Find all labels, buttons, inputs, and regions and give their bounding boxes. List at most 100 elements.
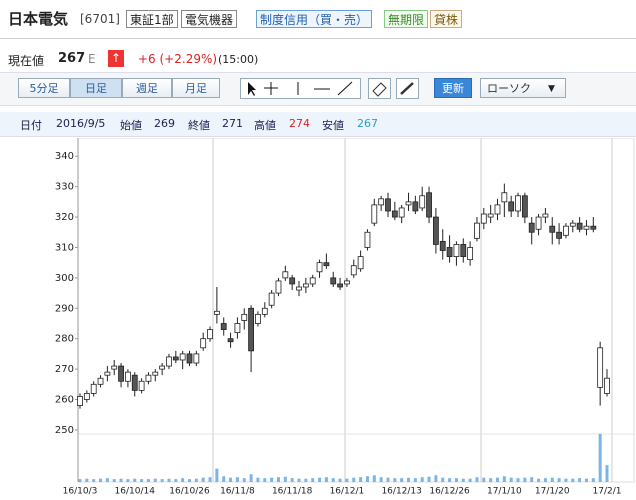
volume-bar (105, 478, 109, 482)
chart-style-select[interactable]: ローソク (480, 78, 566, 98)
volume-bar (605, 465, 609, 482)
volume-bar (578, 478, 582, 482)
candle-body (556, 231, 562, 239)
volume-bar (270, 477, 274, 482)
tag: 電気機器 (181, 10, 238, 28)
candle-body (159, 365, 166, 370)
stock-code: [6701] (80, 12, 120, 26)
volume-bar (304, 478, 308, 482)
candle-body (337, 283, 343, 288)
candle-body (385, 198, 391, 212)
info-bar (0, 112, 636, 137)
candle-body (241, 313, 248, 321)
y-tick-label: 290 (55, 303, 74, 314)
candle-body (83, 393, 90, 400)
candle-body (227, 338, 234, 343)
candle-body (268, 292, 275, 306)
candle-body (261, 307, 268, 315)
period-button[interactable]: 日足 (70, 78, 122, 98)
period-button[interactable]: 月足 (172, 78, 220, 98)
candle-body (275, 280, 282, 294)
volume-bar (352, 477, 356, 482)
candle-body (344, 280, 350, 285)
candle-body (508, 201, 515, 212)
volume-bar (427, 476, 431, 482)
volume-bar (468, 478, 472, 482)
candle-body (563, 225, 569, 236)
volume-bar (509, 477, 513, 482)
candle-body (583, 225, 590, 230)
volume-bar (516, 478, 520, 482)
candle-body (166, 356, 172, 367)
period-button[interactable]: 週足 (122, 78, 172, 98)
y-tick-label: 330 (55, 182, 74, 193)
volume-bar (495, 477, 499, 482)
drawing-tools[interactable] (240, 78, 426, 100)
volume-bar (482, 477, 486, 482)
candle-body (453, 244, 460, 257)
candle-body (200, 338, 207, 349)
volume-bar (263, 478, 267, 482)
dropdown-arrow: ▼ (548, 84, 555, 94)
candle-body (248, 307, 255, 352)
candle-body (220, 323, 227, 330)
volume-bar (153, 478, 157, 482)
volume-bar (318, 477, 322, 482)
x-tick-label: 17/2/1 (593, 487, 622, 497)
candle-body (501, 192, 508, 203)
tag: 東証1部 (126, 10, 178, 28)
candle-body (590, 225, 597, 230)
volume-bar (331, 478, 335, 482)
period-button[interactable]: 5分足 (18, 78, 70, 98)
candle-body (323, 262, 330, 267)
volume-bar (564, 478, 568, 482)
volume-bar (146, 479, 150, 482)
volume-bar (167, 478, 171, 482)
volume-bar (181, 478, 185, 482)
candle-body (412, 201, 419, 212)
volume-bar (222, 476, 226, 482)
candle-body (378, 198, 385, 206)
y-tick-label: 280 (55, 334, 74, 345)
up-arrow: ↑ (108, 50, 124, 67)
candle-body (97, 377, 104, 385)
volume-bar (249, 474, 253, 482)
candle-body (467, 247, 474, 261)
volume-bar (112, 479, 116, 482)
volume-bar (311, 478, 315, 482)
candle-body (542, 213, 549, 218)
candle-body (138, 380, 145, 391)
volume-bar (359, 477, 363, 482)
info-value: 2016/9/5 (56, 117, 106, 130)
volume-bar (201, 477, 205, 482)
volume-bar (229, 477, 233, 482)
refresh-button[interactable]: 更新 (434, 78, 472, 98)
info-label: 終値 (188, 119, 210, 132)
candle-body (419, 195, 426, 209)
candle-body (77, 396, 83, 406)
quote-change: +6 (+2.29%) (138, 52, 218, 66)
candle-body (604, 377, 610, 394)
candle-body (193, 353, 200, 364)
volume-bar (290, 478, 294, 482)
candle-body (125, 371, 131, 382)
candle-body (145, 374, 152, 382)
tag: 貸株 (430, 10, 463, 28)
volume-bar (338, 478, 342, 482)
candle-body (480, 213, 487, 224)
volume-bar (215, 468, 219, 482)
volume-bar (174, 479, 178, 482)
info-value: 274 (289, 117, 310, 130)
volume-bar (550, 477, 554, 482)
volume-bar (188, 479, 192, 482)
candle-body (405, 201, 412, 206)
volume-bar (448, 478, 452, 482)
volume-bar (194, 478, 198, 482)
candle-body (357, 256, 364, 270)
volume-bar (119, 478, 123, 482)
candle-body (330, 277, 337, 285)
candle-body (118, 365, 124, 382)
volume-bar (591, 478, 595, 482)
y-tick-label: 300 (55, 273, 74, 284)
